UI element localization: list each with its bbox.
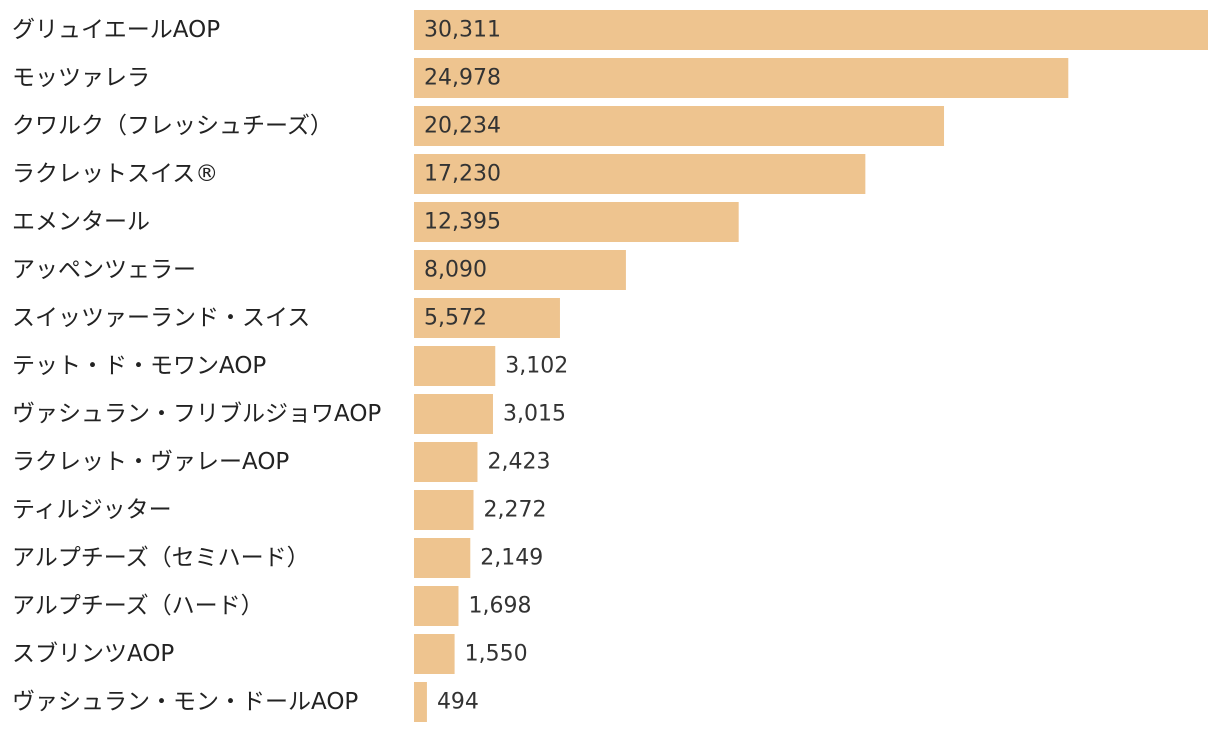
category-label: ヴァシュラン・モン・ドールAOP [12, 689, 358, 715]
category-label: ティルジッター [12, 497, 172, 523]
value-label: 5,572 [424, 306, 487, 331]
category-label: ヴァシュラン・フリブルジョワAOP [12, 401, 381, 427]
category-label: スイッツァーランド・スイス [12, 305, 310, 331]
bar [414, 346, 496, 386]
category-label: アルプチーズ（セミハード） [12, 545, 310, 571]
value-label: 2,149 [480, 546, 543, 571]
bar [414, 202, 739, 242]
category-label: クワルク（フレッシュチーズ） [12, 113, 333, 139]
category-label: ラクレットスイス® [12, 161, 218, 187]
value-label: 8,090 [424, 258, 487, 283]
bar [414, 106, 945, 146]
bar [414, 682, 427, 722]
category-label: アルプチーズ（ハード） [12, 593, 264, 619]
bar [414, 634, 455, 674]
bar [414, 490, 474, 530]
value-label: 20,234 [424, 114, 501, 139]
category-label: モッツァレラ [12, 65, 150, 91]
value-label: 17,230 [424, 162, 501, 187]
category-label: スブリンツAOP [12, 641, 174, 667]
value-label: 3,102 [505, 354, 568, 379]
category-label: ラクレット・ヴァレーAOP [12, 449, 289, 475]
value-label: 2,272 [484, 498, 547, 523]
value-label: 1,550 [465, 642, 528, 667]
value-label: 24,978 [424, 66, 501, 91]
category-label: テット・ド・モワンAOP [12, 353, 266, 379]
bar [414, 154, 866, 194]
value-label: 1,698 [468, 594, 531, 619]
bar [414, 58, 1069, 98]
category-label: アッペンツェラー [12, 257, 196, 283]
bar [414, 442, 478, 482]
value-label: 2,423 [487, 450, 550, 475]
value-label: 3,015 [503, 402, 566, 427]
category-label: グリュイエールAOP [12, 17, 220, 43]
value-label: 30,311 [424, 18, 501, 43]
bar [414, 538, 471, 578]
bar [414, 394, 493, 434]
value-label: 494 [437, 690, 479, 715]
bar [414, 586, 459, 626]
category-label: エメンタール [12, 209, 150, 235]
bar [414, 250, 626, 290]
bar [414, 10, 1208, 50]
value-label: 12,395 [424, 210, 501, 235]
bar [414, 298, 560, 338]
